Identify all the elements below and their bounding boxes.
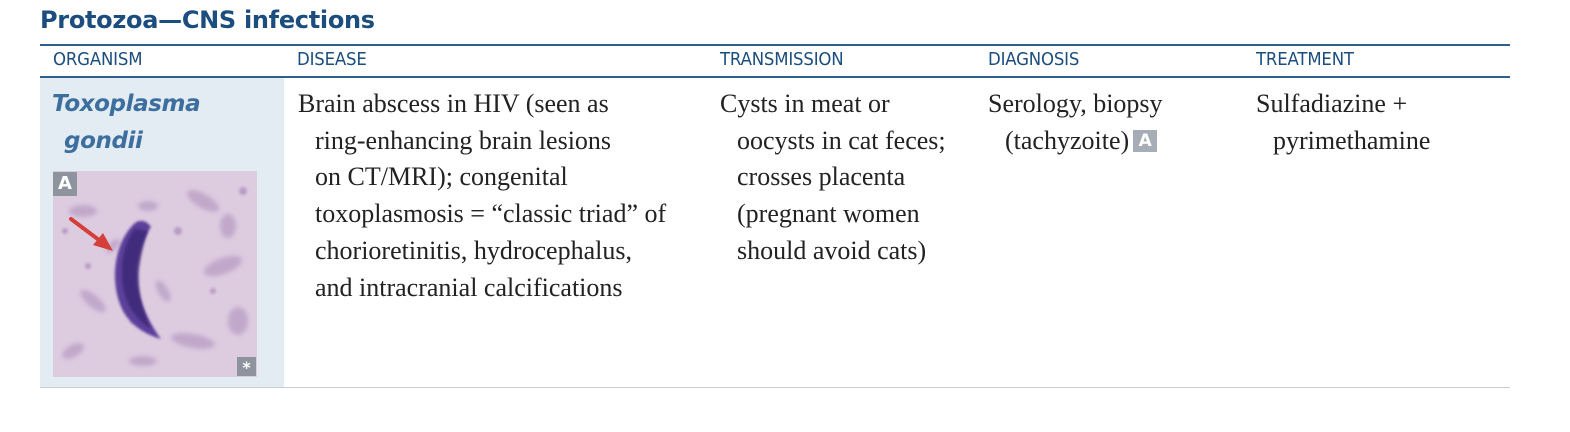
disease-line: Brain abscess in HIV (seen as (298, 89, 609, 118)
organism-name: Toxoplasma gondii (52, 86, 201, 160)
transmission-line: should avoid cats) (737, 235, 927, 265)
diagnosis-line: Serology, biopsy (988, 89, 1163, 118)
transmission-line: oocysts in cat feces; (737, 125, 946, 155)
column-header-organism: ORGANISM (53, 49, 143, 70)
treatment-line: pyrimethamine (1273, 125, 1431, 155)
transmission-line: Cysts in meat or (720, 89, 890, 118)
transmission-cell: Cysts in meat or oocysts in cat feces; c… (720, 86, 946, 270)
disease-line: on CT/MRI); congenital (315, 162, 568, 192)
table-bottom-rule (40, 387, 1510, 388)
organism-species: gondii (64, 128, 143, 154)
column-header-diagnosis: DIAGNOSIS (988, 49, 1080, 70)
column-header-transmission: TRANSMISSION (720, 49, 844, 70)
column-header-disease: DISEASE (297, 49, 367, 70)
column-header-treatment: TREATMENT (1256, 49, 1354, 70)
diagnosis-text: (tachyzoite) (1005, 125, 1130, 155)
diagnosis-figure-badge: A (1133, 129, 1158, 152)
toxoplasma-micrograph (53, 171, 257, 377)
disease-line: ring-enhancing brain lesions (315, 125, 612, 155)
header-bottom-rule (40, 76, 1510, 78)
organism-genus: Toxoplasma (52, 91, 201, 117)
red-arrow-icon (69, 217, 113, 251)
disease-line: chorioretinitis, hydrocephalus, (315, 235, 632, 265)
image-corner-mark: * (237, 357, 256, 377)
disease-cell: Brain abscess in HIV (seen as ring-enhan… (298, 86, 666, 306)
treatment-line: Sulfadiazine + (1256, 89, 1408, 118)
transmission-line: crosses placenta (737, 162, 906, 192)
table-title: Protozoa—CNS infections (40, 6, 375, 34)
disease-line: and intracranial calcifications (315, 272, 623, 302)
transmission-line: (pregnant women (737, 199, 920, 229)
treatment-cell: Sulfadiazine + pyrimethamine (1256, 86, 1430, 159)
diagnosis-line: (tachyzoite) A (988, 123, 1163, 160)
diagnosis-cell: Serology, biopsy (tachyzoite) A (988, 86, 1163, 159)
table-top-rule (40, 44, 1510, 46)
image-label-a: A (53, 172, 77, 196)
disease-line: toxoplasmosis = “classic triad” of (315, 199, 667, 229)
